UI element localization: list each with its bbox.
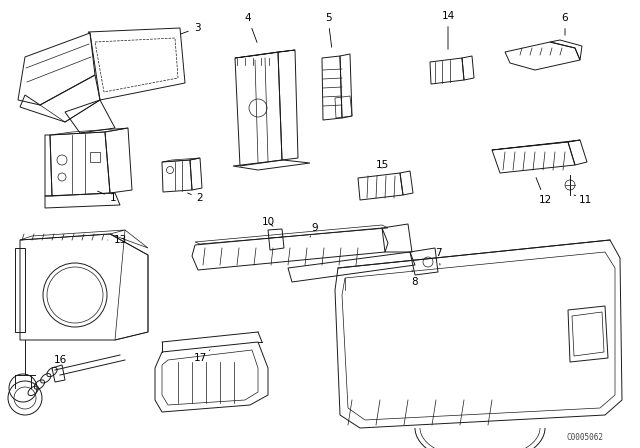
Text: 9: 9: [310, 223, 318, 237]
Text: 3: 3: [180, 23, 200, 34]
Text: 5: 5: [324, 13, 332, 47]
Text: 10: 10: [261, 217, 275, 227]
Text: 14: 14: [442, 11, 454, 49]
Text: 6: 6: [562, 13, 568, 35]
Text: 11: 11: [574, 195, 591, 205]
Text: 13: 13: [108, 235, 127, 245]
Text: 17: 17: [193, 350, 210, 363]
Text: 16: 16: [52, 355, 67, 370]
Text: 1: 1: [97, 191, 116, 203]
Text: 8: 8: [412, 270, 419, 287]
Text: 15: 15: [376, 160, 388, 170]
Text: 2: 2: [188, 193, 204, 203]
Text: 12: 12: [536, 177, 552, 205]
Text: 4: 4: [244, 13, 257, 43]
Text: C0005062: C0005062: [566, 434, 604, 443]
Text: 7: 7: [435, 248, 442, 265]
